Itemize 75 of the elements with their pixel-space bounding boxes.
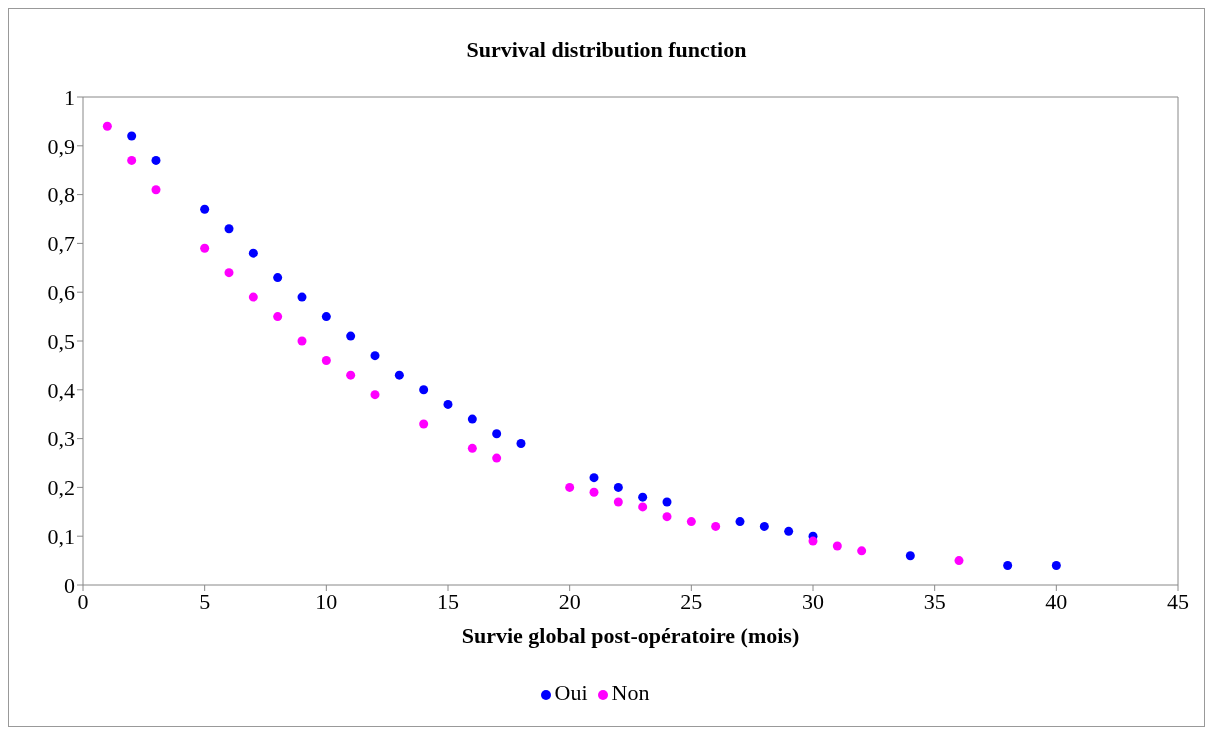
point [346,370,356,380]
point [297,336,307,346]
point [759,521,769,531]
point [638,502,648,512]
y-tick-label: 0,4 [47,377,75,403]
point [273,273,283,283]
point [127,131,137,141]
point [638,492,648,502]
point [224,224,234,234]
x-tick-label: 45 [1167,588,1189,614]
legend-label: Non [611,680,650,705]
x-axis-title: Survie global post-opératoire (mois) [461,622,800,648]
x-tick-label: 10 [315,588,338,614]
point [419,385,429,395]
point [662,512,672,522]
point [370,390,380,400]
y-tick-label: 1 [64,84,75,110]
point [784,526,794,536]
point [467,443,477,453]
point [321,356,331,366]
point [492,453,502,463]
point [954,556,964,566]
point [151,155,161,165]
point [248,248,258,258]
x-tick-label: 25 [680,588,703,614]
point [346,331,356,341]
point [686,517,696,527]
y-tick-label: 0,1 [47,524,75,550]
y-tick-label: 0,8 [47,182,75,208]
x-tick-label: 35 [923,588,946,614]
point [443,399,453,409]
point [467,414,477,424]
y-tick-label: 0,9 [47,133,75,159]
point [102,121,112,131]
point [419,419,429,429]
point [857,546,867,556]
point [589,473,599,483]
point [735,517,745,527]
point [1051,560,1061,570]
point [370,351,380,361]
point [516,438,526,448]
y-tick-label: 0 [64,572,75,598]
point [273,312,283,322]
point [808,536,818,546]
point [613,497,623,507]
point [492,429,502,439]
point [711,521,721,531]
x-tick-label: 15 [437,588,459,614]
y-tick-label: 0,6 [47,280,75,306]
point [662,497,672,507]
point [248,292,258,302]
y-tick-label: 0,7 [47,231,75,257]
x-tick-label: 40 [1045,588,1068,614]
y-tick-label: 0,5 [47,328,75,354]
x-tick-label: 5 [199,588,211,614]
point [905,551,915,561]
point [589,487,599,497]
x-tick-label: 20 [558,588,581,614]
point [151,185,161,195]
point [321,312,331,322]
y-tick-label: 0,3 [47,426,75,452]
point [613,482,623,492]
point [200,204,210,214]
point [224,268,234,278]
y-tick-label: 0,2 [47,475,75,501]
point [1003,560,1013,570]
x-tick-label: 30 [802,588,824,614]
point [297,292,307,302]
chart-title: Survival distribution function [465,37,748,63]
point [832,541,842,551]
point [394,370,404,380]
point [200,243,210,253]
point [565,482,575,492]
point [127,155,137,165]
legend-label: Oui [554,680,588,705]
